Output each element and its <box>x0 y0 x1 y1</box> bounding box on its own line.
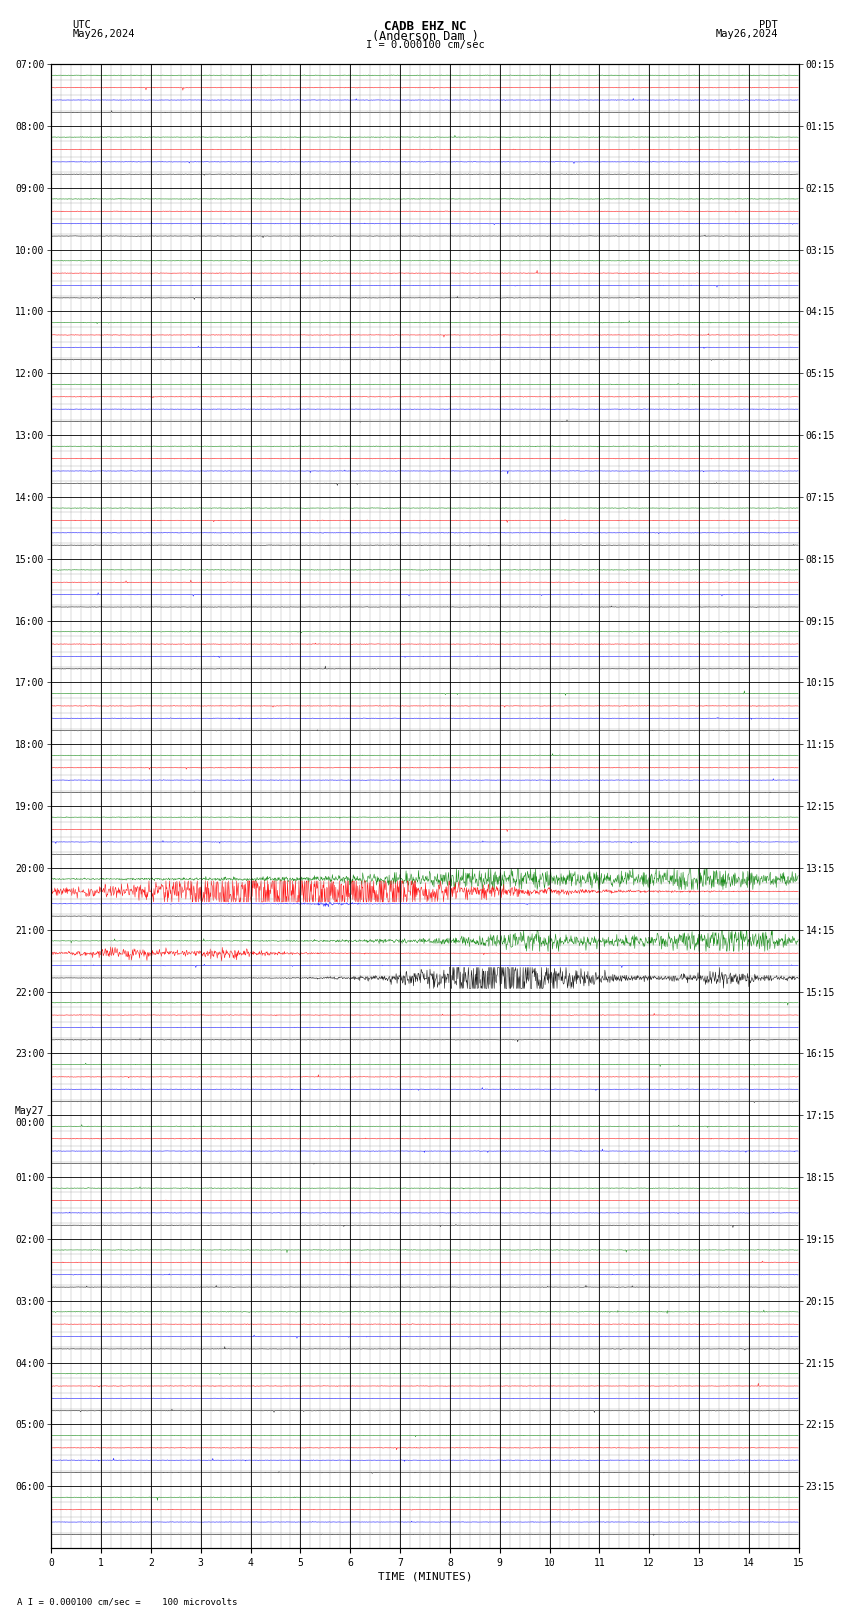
Text: A I = 0.000100 cm/sec =    100 microvolts: A I = 0.000100 cm/sec = 100 microvolts <box>17 1597 237 1607</box>
Text: I = 0.000100 cm/sec: I = 0.000100 cm/sec <box>366 39 484 50</box>
Text: May26,2024: May26,2024 <box>715 29 778 39</box>
Text: (Anderson Dam ): (Anderson Dam ) <box>371 31 479 44</box>
Text: UTC: UTC <box>72 19 91 31</box>
Text: CADB EHZ NC: CADB EHZ NC <box>383 19 467 34</box>
Text: May26,2024: May26,2024 <box>72 29 135 39</box>
X-axis label: TIME (MINUTES): TIME (MINUTES) <box>377 1573 473 1582</box>
Text: PDT: PDT <box>759 19 778 31</box>
